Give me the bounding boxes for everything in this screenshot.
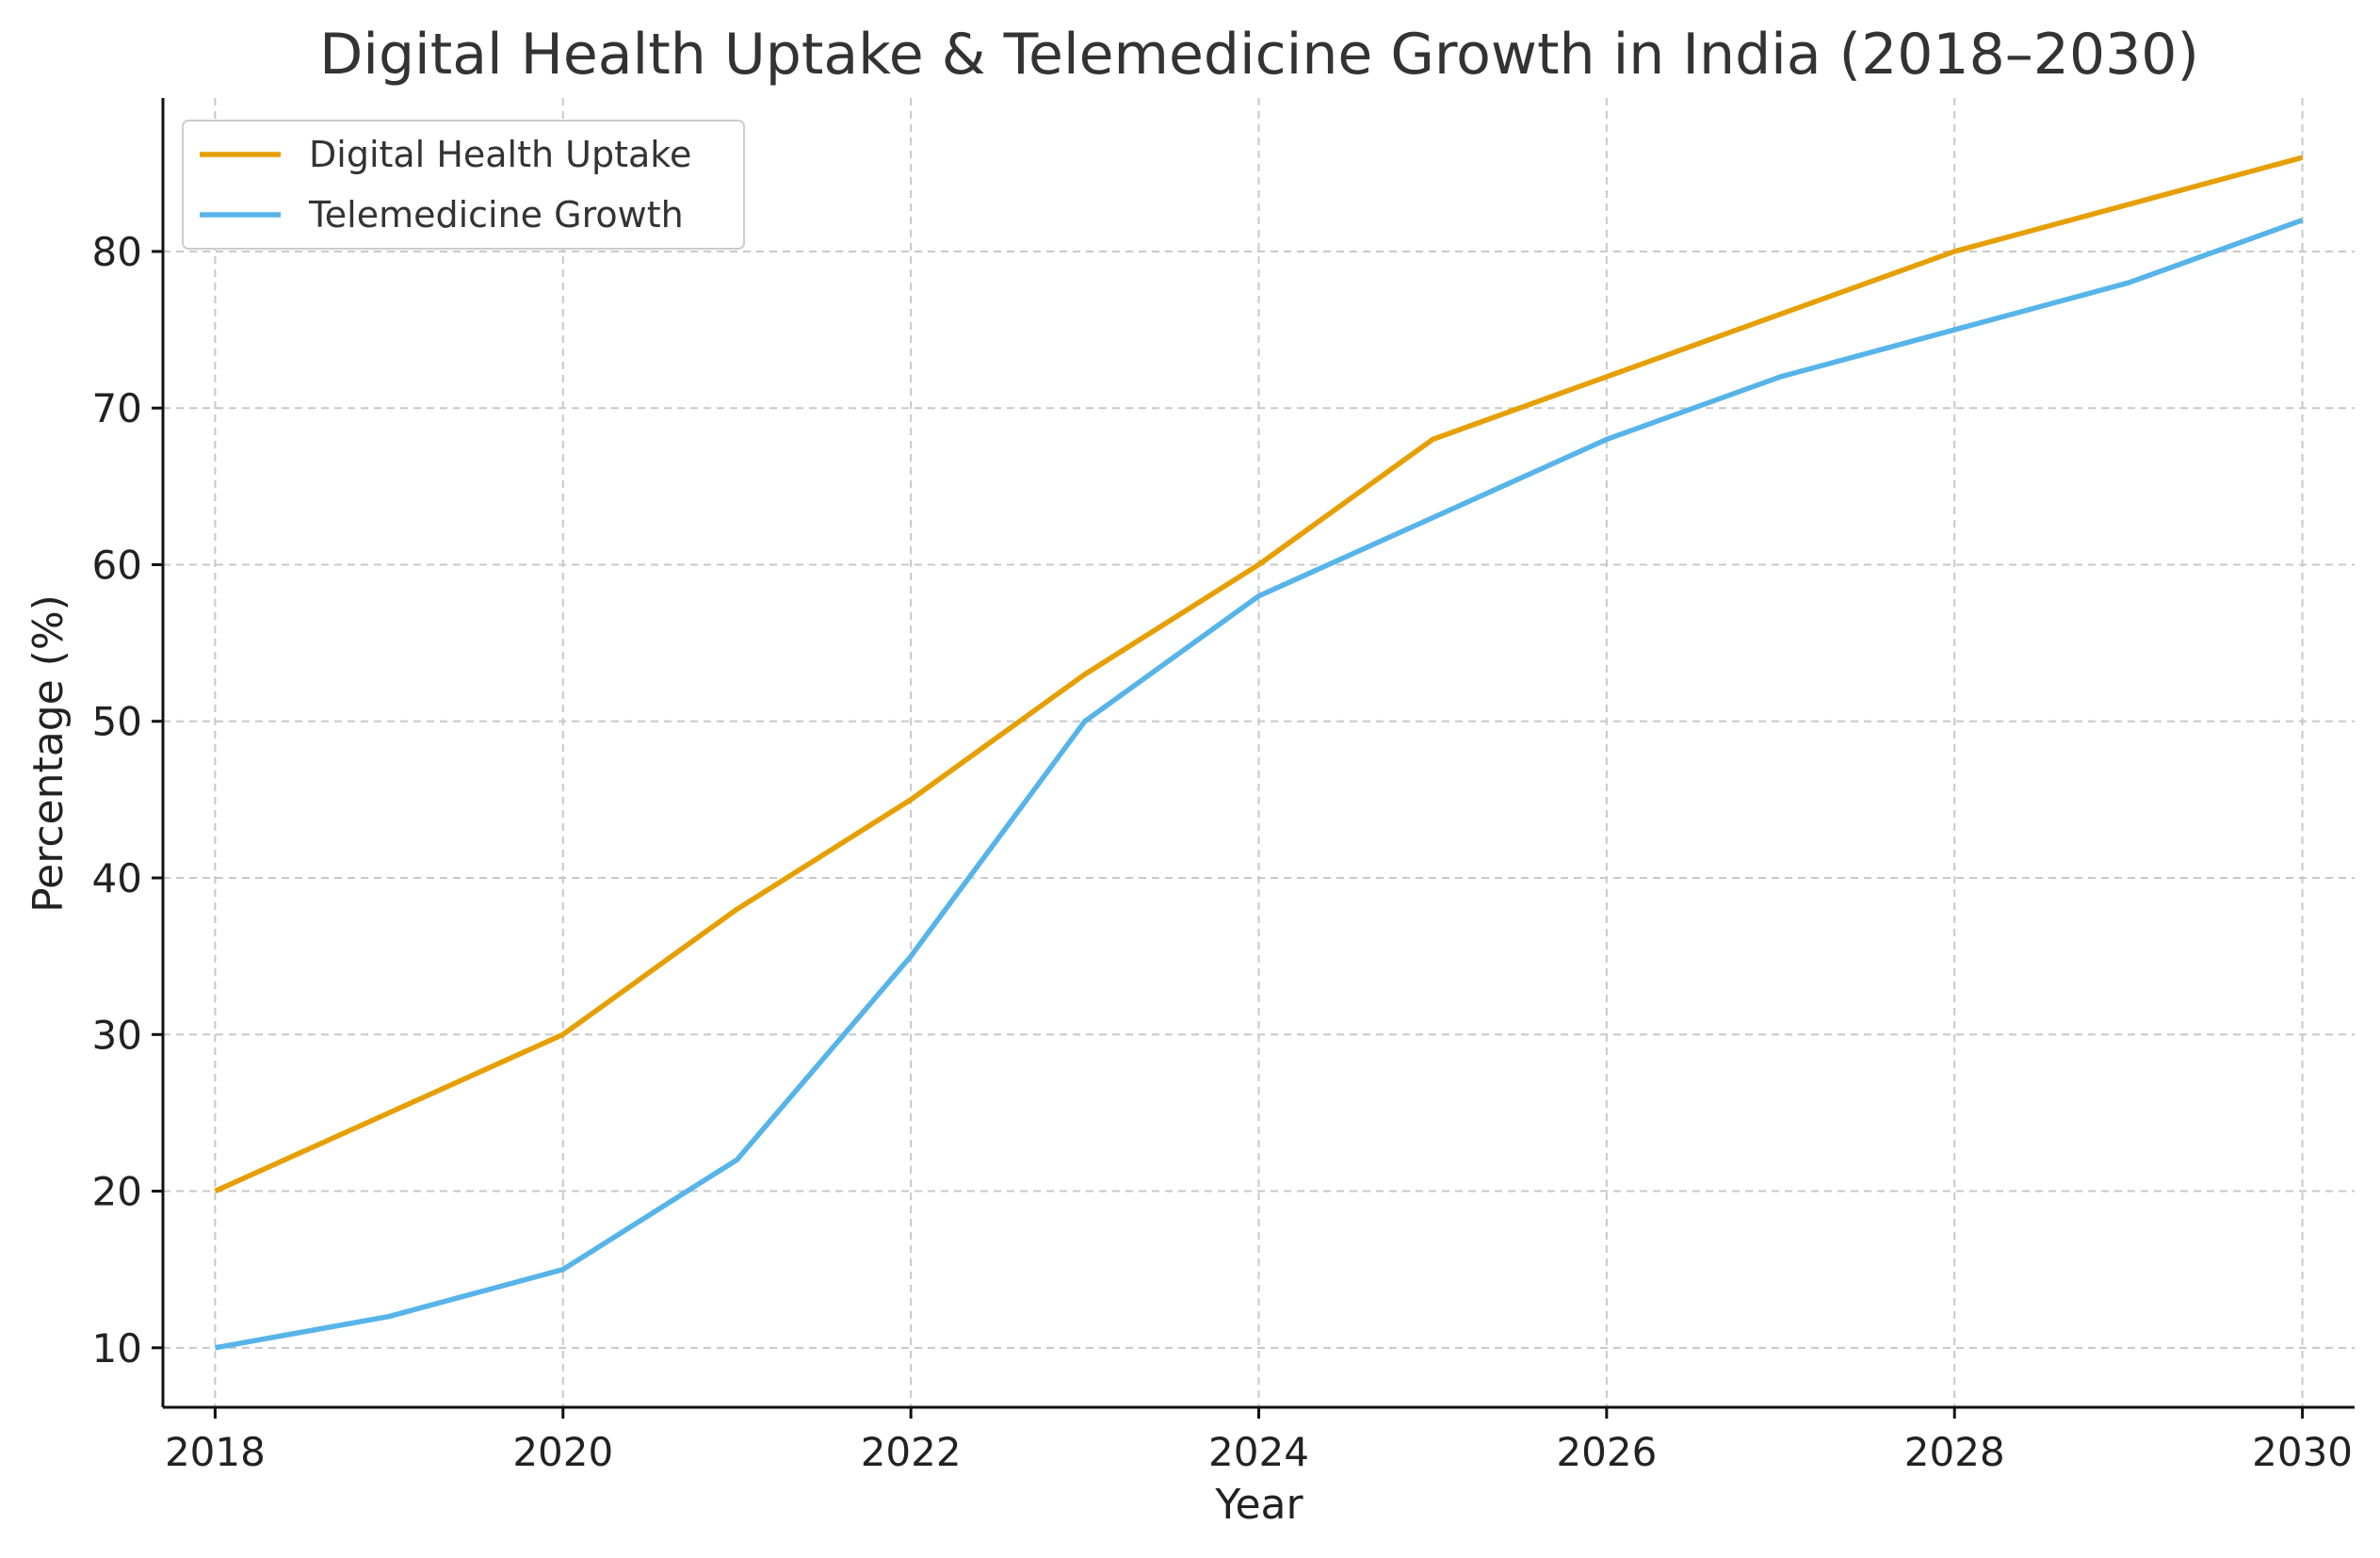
y-tick-label-10: 10 [92, 1325, 142, 1371]
series-line-telemedicine-growth [214, 218, 2304, 1351]
grid-lines [163, 98, 2355, 1407]
y-tick-label-70: 70 [92, 385, 142, 431]
axes: 2018 2020 2022 2024 2026 2028 2030102030405060… [92, 98, 2355, 1475]
x-tick-label-2020: 2020 [512, 1429, 613, 1475]
x-tick-label-2022: 2022 [861, 1429, 962, 1475]
y-axis-label: Percentage (%) [24, 594, 73, 913]
x-axis-label: Year [1214, 1481, 1303, 1529]
y-tick-label-50: 50 [92, 699, 142, 745]
legend-box [182, 120, 745, 250]
x-tick-label-2028: 2028 [1904, 1429, 2005, 1475]
y-tick-label-30: 30 [92, 1012, 142, 1058]
series-lines [214, 154, 2304, 1351]
x-tick-label-2026: 2026 [1556, 1429, 1657, 1475]
y-tick-label-20: 20 [92, 1169, 142, 1215]
legend-label-digital-health-uptake: Digital Health Uptake [309, 134, 691, 175]
legend: Digital Health Uptake Telemedicine Growth [182, 120, 745, 250]
x-tick-label-2024: 2024 [1208, 1429, 1309, 1475]
series-line-digital-health-uptake [214, 154, 2304, 1194]
x-tick-label-2018: 2018 [165, 1429, 266, 1475]
legend-label-telemedicine-growth: Telemedicine Growth [308, 194, 684, 235]
x-tick-label-2030: 2030 [2252, 1429, 2353, 1475]
y-tick-label-80: 80 [92, 229, 142, 275]
y-tick-label-60: 60 [92, 542, 142, 588]
y-tick-label-40: 40 [92, 855, 142, 901]
chart-title: Digital Health Uptake & Telemedicine Gro… [319, 22, 2199, 88]
